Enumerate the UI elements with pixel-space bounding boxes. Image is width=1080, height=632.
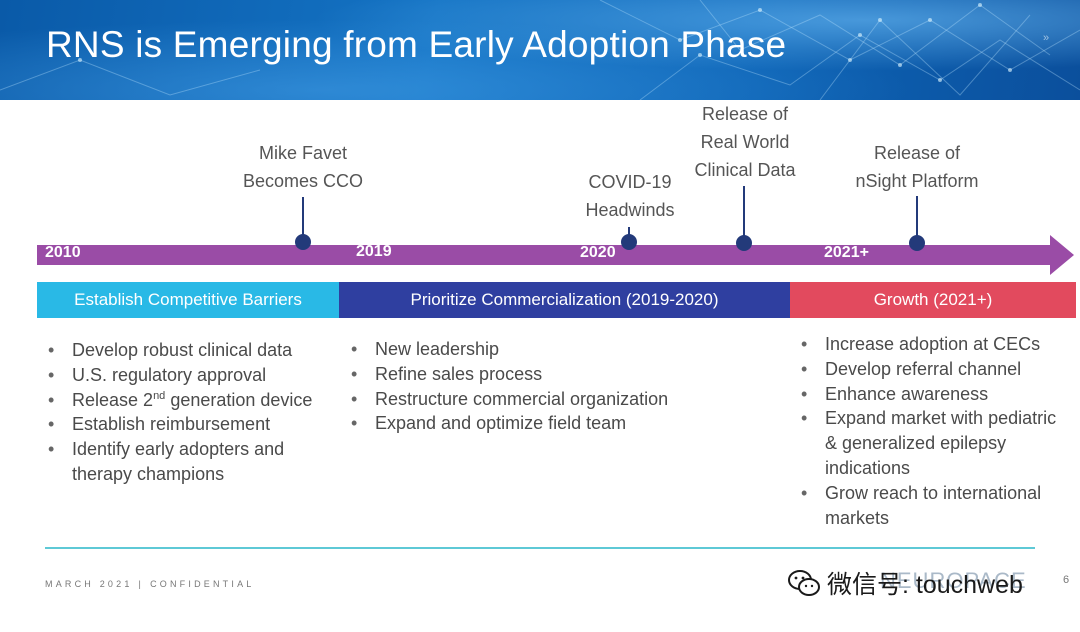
bullet-list-commercialization: New leadership Refine sales process Rest… xyxy=(348,337,748,436)
phase-label: Growth (2021+) xyxy=(873,290,993,309)
superscript: nd xyxy=(153,389,166,402)
list-item: Refine sales process xyxy=(348,362,748,387)
footer-info: MARCH 2021 | CONFIDENTIAL xyxy=(45,579,254,589)
phase-bar-barriers: Establish Competitive Barriers xyxy=(37,282,339,318)
milestone-label-cco: Mike Favet Becomes CCO xyxy=(238,139,368,195)
footer-divider xyxy=(45,547,1035,549)
list-item: Develop robust clinical data xyxy=(45,338,335,363)
wechat-icon xyxy=(788,570,820,596)
milestone-line: Headwinds xyxy=(585,200,675,220)
wechat-watermark: 微信号: touchweb xyxy=(787,565,1023,601)
timeline-arrow-head xyxy=(1050,235,1074,275)
page-number: 6 xyxy=(1063,574,1070,586)
slide-title: RNS is Emerging from Early Adoption Phas… xyxy=(46,24,787,65)
year-label-2019: 2019 xyxy=(356,243,392,260)
network-pattern xyxy=(0,0,1080,100)
phase-bar-commercialization: Prioritize Commercialization (2019-2020) xyxy=(339,282,790,318)
milestone-line: Release of xyxy=(873,143,961,163)
phase-bar-growth: Growth (2021+) xyxy=(790,282,1076,318)
list-item: Identify early adopters and therapy cham… xyxy=(45,437,335,487)
list-item: Increase adoption at CECs xyxy=(798,332,1073,357)
milestone-line: Release of xyxy=(701,104,789,124)
list-item: New leadership xyxy=(348,337,748,362)
milestone-label-nsight: Release of nSight Platform xyxy=(842,139,992,195)
list-item: Develop referral channel xyxy=(798,357,1073,382)
milestone-marker-cco xyxy=(295,234,311,250)
footer-date: MARCH 2021 xyxy=(45,579,133,589)
list-item: Expand market with pediatric & generaliz… xyxy=(798,406,1073,480)
footer-confidential: CONFIDENTIAL xyxy=(150,579,255,589)
milestone-line: Mike Favet xyxy=(258,143,348,163)
milestone-line: COVID-19 xyxy=(588,172,672,192)
milestone-label-covid: COVID-19 Headwinds xyxy=(570,168,690,224)
list-item: Release 2nd generation device xyxy=(45,388,335,413)
year-label-2021: 2021+ xyxy=(824,244,869,261)
year-label-2010: 2010 xyxy=(45,244,81,261)
bullet-list-growth: Increase adoption at CECs Develop referr… xyxy=(798,332,1073,530)
year-label-2020: 2020 xyxy=(580,244,616,261)
bullet-text: Release 2 xyxy=(72,389,154,410)
phase-label: Prioritize Commercialization (2019-2020) xyxy=(410,290,719,309)
watermark-text: 微信号: touchweb xyxy=(827,571,1023,599)
timeline-graphic xyxy=(37,186,1074,275)
corner-mark: » xyxy=(1043,32,1050,44)
bullet-list-barriers: Develop robust clinical data U.S. regula… xyxy=(45,338,335,487)
milestone-line: Real World xyxy=(700,132,790,152)
milestone-line: nSight Platform xyxy=(855,171,979,191)
company-logo: NEUROPACE xyxy=(880,568,1027,593)
list-item: U.S. regulatory approval xyxy=(45,363,335,388)
milestone-marker-covid xyxy=(621,234,637,250)
phase-label: Establish Competitive Barriers xyxy=(74,290,302,309)
timeline-arrow-shaft xyxy=(37,245,1052,265)
list-item: Grow reach to international markets xyxy=(798,481,1073,531)
milestone-line: Clinical Data xyxy=(694,160,796,180)
list-item: Expand and optimize field team xyxy=(348,411,748,436)
bullet-text: generation device xyxy=(165,389,313,410)
header-banner: RNS is Emerging from Early Adoption Phas… xyxy=(0,0,1080,100)
milestone-label-rwd: Release of Real World Clinical Data xyxy=(680,100,810,184)
list-item: Enhance awareness xyxy=(798,382,1073,407)
list-item: Restructure commercial organization xyxy=(348,387,748,412)
milestone-marker-nsight xyxy=(909,235,925,251)
footer-separator: | xyxy=(138,579,145,589)
milestone-line: Becomes CCO xyxy=(242,171,364,191)
milestone-marker-rwd xyxy=(736,235,752,251)
list-item: Establish reimbursement xyxy=(45,412,335,437)
